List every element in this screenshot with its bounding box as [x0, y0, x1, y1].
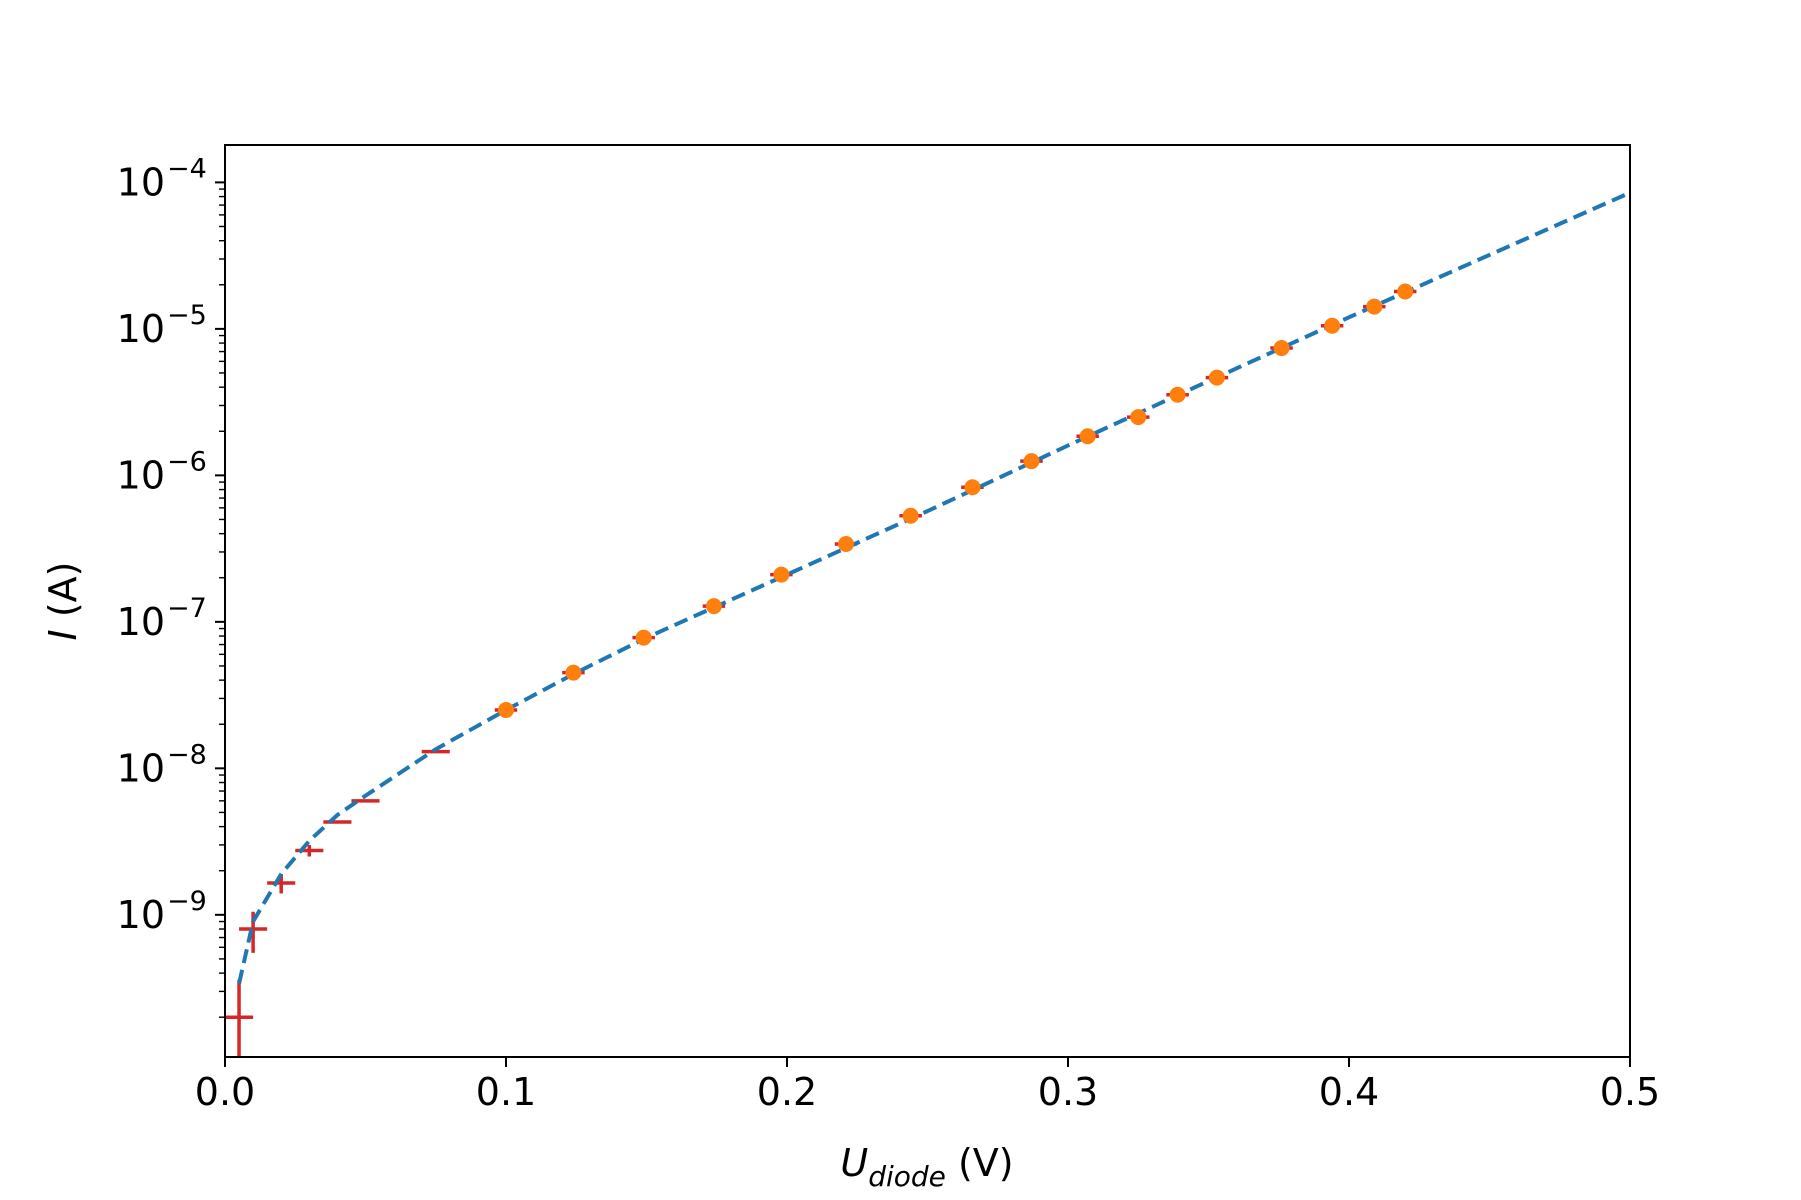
y-tick-label-5: 10 — [117, 160, 165, 204]
data-point-11 — [1169, 386, 1186, 403]
y-tick-exponent-5: −4 — [167, 153, 207, 184]
x-tick-label-1: 0.1 — [476, 1070, 536, 1114]
y-tick-exponent-2: −7 — [167, 593, 207, 624]
data-point-0 — [498, 702, 514, 719]
data-point-6 — [902, 507, 919, 524]
data-point-7 — [964, 479, 981, 496]
y-tick-label-1: 10 — [117, 746, 165, 790]
x-axis-label: Udiode (V) — [840, 1141, 1013, 1193]
y-tick-label-0: 10 — [117, 893, 165, 937]
y-tick-label-4: 10 — [117, 307, 165, 351]
plot-area — [225, 190, 1631, 1057]
x-tick-label-5: 0.5 — [1600, 1070, 1660, 1114]
data-point-9 — [1079, 428, 1096, 445]
y-tick-exponent-4: −5 — [167, 300, 207, 331]
x-tick-label-0: 0.0 — [195, 1070, 255, 1114]
data-point-1 — [565, 664, 582, 681]
y-tick-label-2: 10 — [117, 600, 165, 644]
x-tick-label-4: 0.4 — [1319, 1070, 1379, 1114]
data-point-2 — [635, 629, 652, 646]
data-point-4 — [773, 566, 790, 583]
data-point-12 — [1208, 369, 1225, 386]
y-axis-label: I (A) — [41, 562, 85, 641]
plot-frame — [224, 144, 1631, 1058]
axes: 0.0 0.1 0.2 0.3 0.4 0.510−910−810−710−610−510… — [117, 153, 1661, 1114]
data-point-16 — [1397, 283, 1414, 300]
y-tick-exponent-3: −6 — [167, 446, 207, 477]
data-point-10 — [1130, 409, 1147, 426]
data-point-15 — [1366, 298, 1383, 315]
data-point-13 — [1273, 340, 1290, 357]
data-point-14 — [1324, 317, 1341, 334]
axis-labels: Udiode (V) I (A) — [41, 562, 1014, 1193]
errorbar-0 — [225, 979, 254, 1057]
fit-line — [237, 190, 1631, 984]
y-tick-exponent-1: −8 — [167, 739, 207, 770]
data-point-5 — [838, 535, 855, 552]
y-tick-label-3: 10 — [117, 453, 165, 497]
data-point-3 — [705, 598, 722, 615]
data-point-8 — [1023, 453, 1040, 470]
x-tick-label-2: 0.2 — [757, 1070, 817, 1114]
x-tick-label-3: 0.3 — [1038, 1070, 1098, 1114]
y-tick-exponent-0: −9 — [167, 886, 207, 917]
